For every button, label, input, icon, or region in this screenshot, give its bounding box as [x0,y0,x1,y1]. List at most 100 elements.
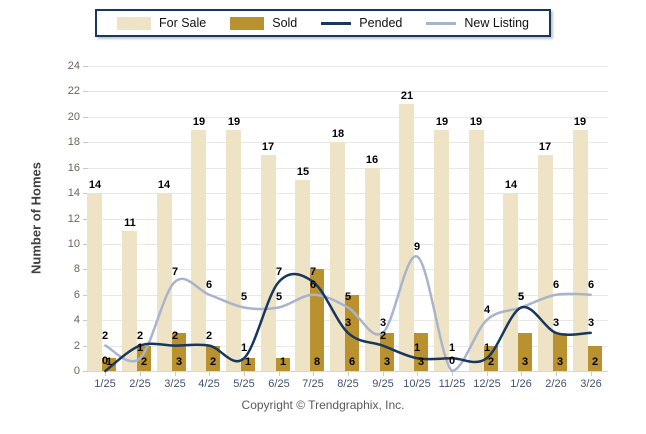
new-listing-value-label: 6 [309,279,317,291]
for-sale-value-label: 14 [157,179,171,191]
legend-item-new-listing: New Listing [426,16,529,30]
pended-value-label: 1 [240,342,248,354]
x-axis-tick [140,372,141,376]
x-axis-tick-label: 6/25 [268,378,290,390]
x-axis-tick [521,372,522,376]
for-sale-bar [261,155,276,371]
sold-value-label: 2 [487,356,495,368]
legend-item-pended: Pended [321,16,402,30]
trend-lines [104,255,592,373]
y-axis-tick-label: 18 [67,136,80,148]
pended-value-label: 7 [309,266,317,278]
y-axis-tick-label: 10 [67,238,80,250]
for-sale-value-label: 14 [504,179,518,191]
plot: 0 2 4 6 8 10 12 14 16 18 20 22 24 1/25 2/25 3/25 4/25 5/2… [68,60,608,390]
x-axis-tick [175,372,176,376]
x-axis-tick-label: 4/25 [198,378,220,390]
sold-value-label: 8 [313,356,321,368]
new-listing-value-label: 3 [379,317,387,329]
pended-value-label: 1 [448,342,456,354]
x-axis-tick-label: 3/26 [580,378,602,390]
pended-value-label: 3 [552,317,560,329]
sold-bar [206,346,220,371]
sold-value-label: 6 [348,356,356,368]
sold-bar [588,346,602,371]
x-axis-tick-label: 2/25 [129,378,151,390]
new-listing-swatch-icon [426,21,457,25]
new-listing-value-label: 6 [552,279,560,291]
x-axis-tick-label: 7/25 [302,378,324,390]
sold-bar [172,333,186,371]
legend-label-for-sale: For Sale [158,16,207,30]
x-axis-tick-label: 9/25 [372,378,394,390]
new-listing-value-label: 6 [205,279,213,291]
grid-line [88,117,608,118]
x-axis-tick-label: 5/25 [233,378,255,390]
footer-copyright: Copyright © Trendgraphix, Inc. [241,398,405,412]
legend: For Sale Sold Pended New Listing [94,9,552,37]
sold-bar [276,358,290,371]
sold-value-label: 1 [244,356,252,368]
for-sale-bar [191,130,206,371]
y-axis-tick [83,295,88,296]
y-axis-tick-label: 12 [67,213,80,225]
sold-value-label: 3 [417,356,425,368]
y-axis-tick [83,168,88,169]
new-listing-value-label: 5 [240,291,248,303]
x-axis-tick [417,372,418,376]
for-sale-value-label: 19 [227,116,241,128]
legend-item-sold: Sold [230,16,297,30]
x-axis-tick-label: 3/25 [164,378,186,390]
new-listing-value-label: 0 [448,355,456,367]
sold-value-label: 2 [209,356,217,368]
sold-value-label: 1 [279,356,287,368]
new-listing-value-label: 5 [275,291,283,303]
sold-bar [484,346,498,371]
y-axis-tick-label: 22 [67,85,80,97]
new-listing-value-label: 5 [344,291,352,303]
for-sale-bar [87,193,102,371]
grid-line [88,371,608,372]
y-axis-tick-label: 4 [73,314,80,326]
new-listing-value-label: 7 [171,266,179,278]
x-axis-tick-label: 11/25 [438,378,466,390]
new-listing-line [104,255,592,373]
for-sale-bar [399,104,414,371]
y-axis-tick [83,219,88,220]
y-axis-tick [83,371,88,372]
pended-line [104,272,592,373]
grid-line [88,66,608,67]
new-listing-value-label: 6 [587,279,595,291]
sold-bar [380,333,394,371]
sold-value-label: 2 [591,356,599,368]
grid-line [88,142,608,143]
pended-value-label: 5 [517,291,525,303]
y-axis-tick-label: 2 [73,340,80,352]
for-sale-bar [469,130,484,371]
sold-value-label: 1 [105,356,113,368]
y-axis-tick [83,269,88,270]
pended-value-label: 1 [413,342,421,354]
for-sale-value-label: 17 [261,141,275,153]
for-sale-value-label: 21 [400,90,414,102]
y-axis-tick-label: 0 [73,365,80,377]
y-axis-tick [83,66,88,67]
sold-bar [102,358,116,371]
for-sale-value-label: 17 [538,141,552,153]
pended-value-label: 2 [171,330,179,342]
sold-bar [241,358,255,371]
legend-item-for-sale: For Sale [116,16,207,30]
sold-bar [414,333,428,371]
new-listing-value-label: 4 [483,304,491,316]
sold-value-label: 3 [556,356,564,368]
sold-value-label: 3 [175,356,183,368]
x-axis-tick [244,372,245,376]
sold-value-label: 2 [140,356,148,368]
pended-value-label: 1 [483,342,491,354]
legend-label-new-listing: New Listing [464,16,530,30]
x-axis-tick-label: 1/25 [94,378,116,390]
for-sale-bar [573,130,588,371]
grid-line [88,193,608,194]
for-sale-value-label: 16 [365,154,379,166]
x-axis-tick-label: 10/25 [403,378,431,390]
